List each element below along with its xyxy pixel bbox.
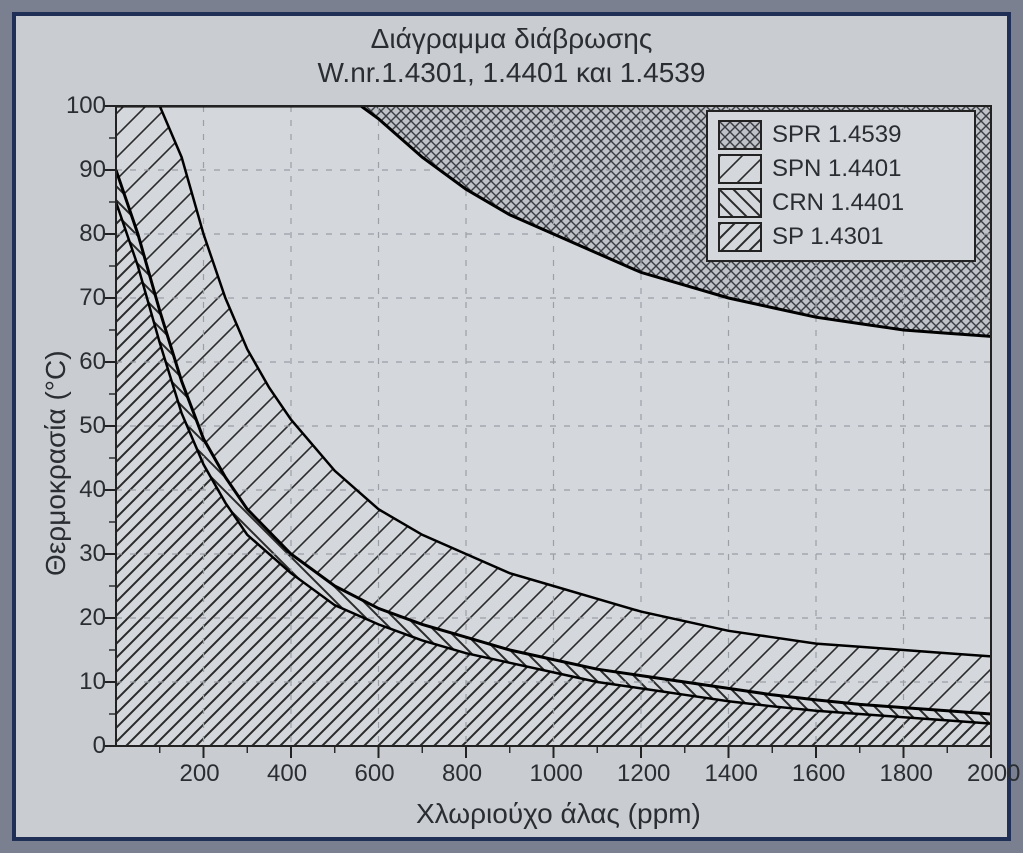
legend-label: CRN 1.4401 <box>772 189 904 217</box>
legend-item: SP 1.4301 <box>716 220 966 254</box>
x-tick-label: 400 <box>267 760 307 788</box>
y-tick-label: 80 <box>56 220 106 248</box>
x-tick-label: 2000 <box>967 760 1020 788</box>
x-tick-label: 1200 <box>617 760 670 788</box>
legend-swatch <box>718 120 762 150</box>
legend-item: SPN 1.4401 <box>716 152 966 186</box>
y-tick-label: 60 <box>56 348 106 376</box>
legend-label: SPR 1.4539 <box>772 121 901 149</box>
x-tick-label: 600 <box>355 760 395 788</box>
x-tick-label: 1400 <box>705 760 758 788</box>
y-tick-label: 70 <box>56 284 106 312</box>
y-tick-label: 100 <box>56 92 106 120</box>
legend-swatch <box>718 154 762 184</box>
y-tick-label: 20 <box>56 604 106 632</box>
legend-swatch <box>718 222 762 252</box>
y-tick-label: 0 <box>56 732 106 760</box>
y-tick-label: 50 <box>56 412 106 440</box>
x-tick-label: 800 <box>442 760 482 788</box>
y-tick-label: 40 <box>56 476 106 504</box>
x-tick-label: 1000 <box>530 760 583 788</box>
y-tick-label: 90 <box>56 156 106 184</box>
x-axis-label: Χλωριούχο άλας (ppm) <box>416 798 701 830</box>
legend-swatch <box>718 188 762 218</box>
chart-frame: Διάγραμμα διάβρωσης W.nr.1.4301, 1.4401 … <box>12 12 1011 841</box>
legend-item: CRN 1.4401 <box>716 186 966 220</box>
x-tick-label: 1800 <box>880 760 933 788</box>
y-tick-label: 10 <box>56 668 106 696</box>
legend: SPR 1.4539 SPN 1.4401 CRN 1.4401 SP 1.4301 <box>706 110 976 262</box>
y-tick-label: 30 <box>56 540 106 568</box>
legend-label: SP 1.4301 <box>772 223 884 251</box>
legend-item: SPR 1.4539 <box>716 118 966 152</box>
legend-label: SPN 1.4401 <box>772 155 901 183</box>
x-tick-label: 200 <box>180 760 220 788</box>
x-tick-label: 1600 <box>792 760 845 788</box>
